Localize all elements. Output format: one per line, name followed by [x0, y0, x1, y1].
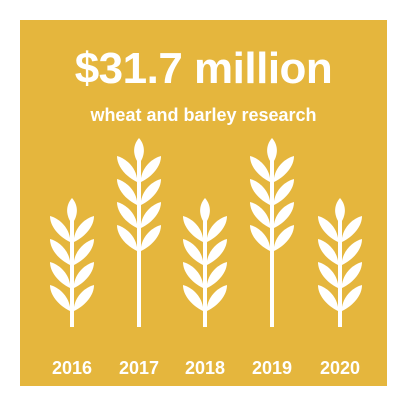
year-label-2017: 2017 [104, 357, 174, 379]
wheat-icon [117, 138, 161, 327]
wheat-icon [250, 138, 294, 327]
wheat-icon [183, 198, 227, 327]
year-label-2018: 2018 [170, 357, 240, 379]
year-label-2020: 2020 [305, 357, 375, 379]
infographic-panel: $31.7 million wheat and barley research … [20, 20, 387, 386]
wheat-stalks [20, 20, 387, 386]
year-label-2016: 2016 [37, 357, 107, 379]
wheat-icon [318, 198, 362, 327]
year-label-2019: 2019 [237, 357, 307, 379]
wheat-icon [50, 198, 94, 327]
